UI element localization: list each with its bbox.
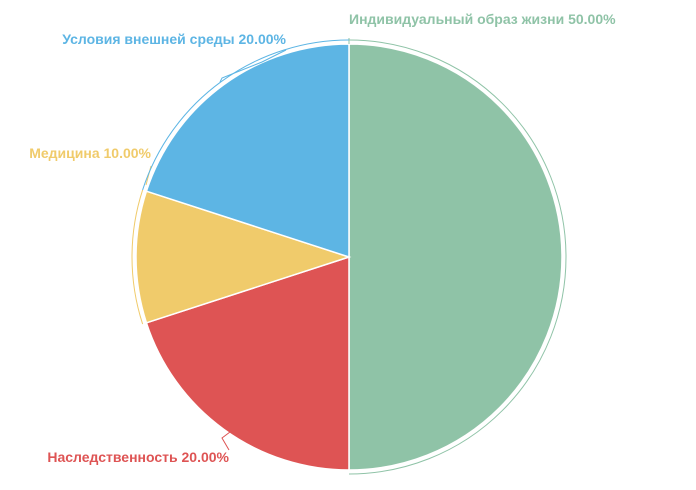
leader-medicine-arc: [131, 189, 144, 325]
leader-individual-lifestyle-arc: [348, 39, 567, 475]
leader-lines: [131, 38, 567, 475]
slice-medicine[interactable]: [135, 190, 352, 324]
pie-slices: [135, 43, 563, 471]
label-medicine: Медицина 10.00%: [29, 145, 151, 161]
label-environment: Условия внешней среды 20.00%: [62, 31, 286, 47]
leader-heredity: [221, 431, 231, 451]
label-individual-lifestyle: Индивидуальный образ жизни 50.00%: [349, 11, 616, 27]
leader-environment: [219, 49, 287, 83]
slice-individual-lifestyle[interactable]: [348, 43, 563, 471]
slice-labels: Индивидуальный образ жизни 50.00% Наследс…: [29, 11, 616, 465]
slice-heredity[interactable]: [145, 255, 350, 471]
leader-environment-arc: [142, 39, 350, 191]
label-heredity: Наследственность 20.00%: [47, 449, 229, 465]
slice-environment[interactable]: [145, 43, 350, 259]
